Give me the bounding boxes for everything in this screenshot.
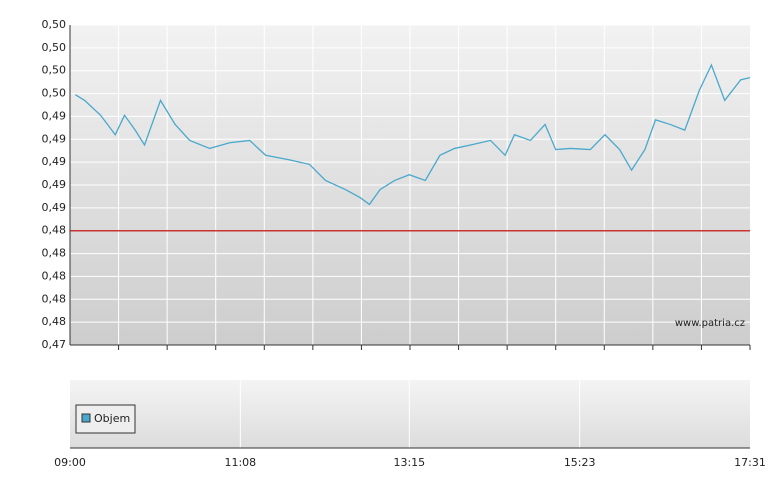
price-line xyxy=(74,63,751,206)
y-tick-label: 0,48 xyxy=(42,224,67,237)
y-tick-label: 0,50 xyxy=(42,18,67,31)
y-tick-label: 0,49 xyxy=(42,201,67,214)
watermark: www.patria.cz xyxy=(675,318,745,329)
legend-label: Objem xyxy=(94,412,130,425)
y-tick-label: 0,49 xyxy=(42,109,67,122)
y-tick-label: 0,49 xyxy=(42,132,67,145)
y-tick-label: 0,50 xyxy=(42,87,67,100)
volume-plot-area xyxy=(70,380,750,448)
y-tick-label: 0,48 xyxy=(42,269,67,282)
y-tick-label: 0,50 xyxy=(42,41,67,54)
x-tick-label: 15:23 xyxy=(564,456,596,469)
y-tick-label: 0,48 xyxy=(42,292,67,305)
y-tick-label: 0,50 xyxy=(42,64,67,77)
x-tick-label: 17:31 xyxy=(734,456,766,469)
legend-swatch xyxy=(81,413,91,423)
x-tick-label: 11:08 xyxy=(224,456,256,469)
x-tick-label: 13:15 xyxy=(393,456,425,469)
x-tick-label: 09:00 xyxy=(54,456,86,469)
y-tick-label: 0,48 xyxy=(42,315,67,328)
y-tick-label: 0,49 xyxy=(42,155,67,168)
y-tick-label: 0,49 xyxy=(42,178,67,191)
y-tick-label: 0,47 xyxy=(42,338,67,351)
y-tick-label: 0,48 xyxy=(42,247,67,260)
